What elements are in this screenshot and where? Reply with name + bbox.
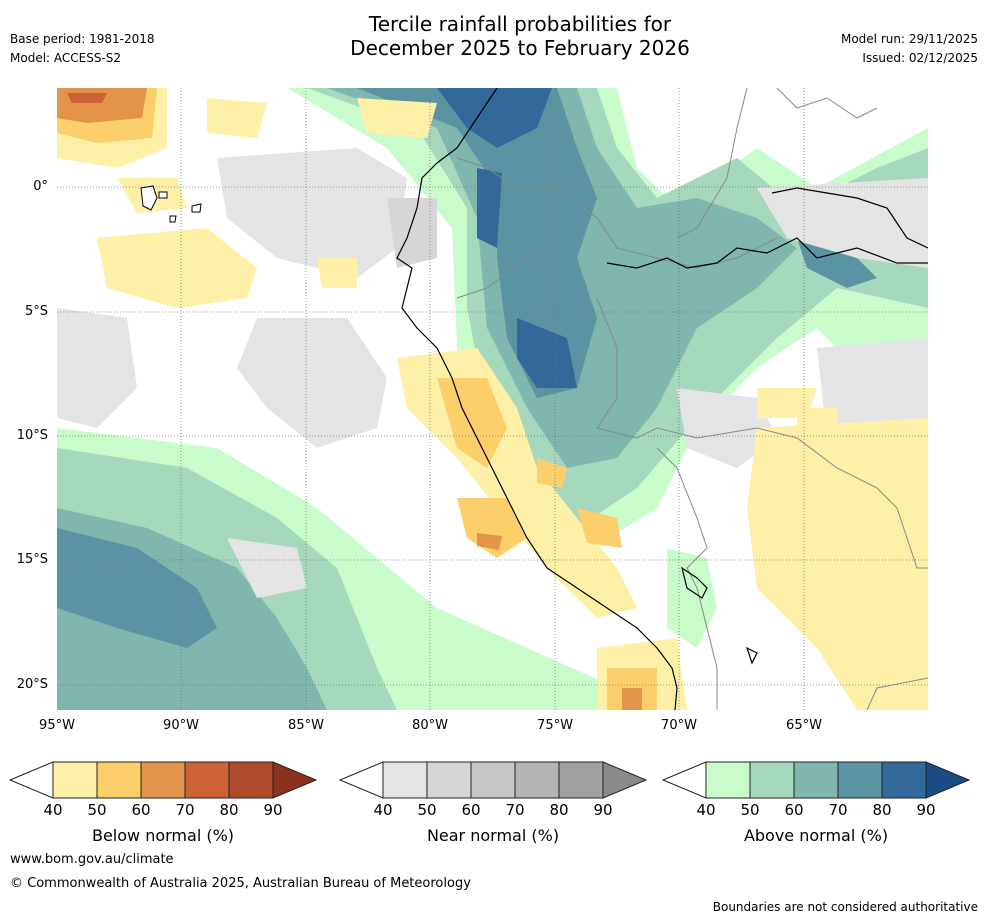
x-tick-85w: 85°W [288,718,324,733]
above-tick-90: 90 [916,801,936,819]
boundary-disclaimer: Boundaries are not considered authoritat… [712,900,978,914]
map-canvas [57,88,928,710]
near-swatch-1 [426,761,472,799]
near-tick-70: 70 [505,801,525,819]
model-name: Model: ACCESS-S2 [10,51,122,65]
y-tick-15s: 15°S [16,552,48,567]
near-min-arrow [338,761,384,799]
near-tick-50: 50 [417,801,437,819]
below-swatch-1 [96,761,142,799]
near-swatch-0 [382,761,428,799]
y-tick-20s: 20°S [16,677,48,692]
above-normal-colorbar [661,761,971,799]
above-tick-40: 40 [696,801,716,819]
below-min-arrow [8,761,54,799]
map-title: Tercile rainfall probabilities for Decem… [0,12,988,60]
below-swatch-4 [228,761,274,799]
below-tick-50: 50 [87,801,107,819]
below-tick-60: 60 [131,801,151,819]
legend-colorbars [8,761,971,799]
above-tick-70: 70 [828,801,848,819]
coastline [396,88,928,710]
below-tick-80: 80 [219,801,239,819]
below-swatch-3 [184,761,230,799]
above-tick-80: 80 [872,801,892,819]
above-swatch-4 [881,761,927,799]
below-tick-70: 70 [175,801,195,819]
above-swatch-0 [705,761,751,799]
near-max-arrow [602,761,648,799]
y-tick-5s: 5°S [24,304,48,319]
above-normal-label: Above normal (%) [743,826,889,845]
below-swatch-2 [140,761,186,799]
map-gridlines [57,88,928,710]
country-borders [456,88,928,710]
base-period: Base period: 1981-2018 [10,32,155,46]
x-tick-65w: 65°W [786,718,822,733]
x-tick-75w: 75°W [537,718,573,733]
model-run: Model run: 29/11/2025 [840,32,978,46]
below-max-arrow [272,761,318,799]
probability-map [57,88,928,710]
above-swatch-3 [837,761,883,799]
near-tick-90: 90 [593,801,613,819]
x-tick-95w: 95°W [39,718,75,733]
above-tick-60: 60 [784,801,804,819]
near-swatch-4 [558,761,604,799]
near-tick-40: 40 [373,801,393,819]
below-normal-colorbar [8,761,318,799]
x-tick-90w: 90°W [163,718,199,733]
below-tick-40: 40 [43,801,63,819]
title-line-1: Tercile rainfall probabilities for [368,12,672,36]
near-swatch-3 [514,761,560,799]
below-tick-90: 90 [263,801,283,819]
near-tick-60: 60 [461,801,481,819]
galapagos-islands [140,185,202,223]
near-normal-colorbar [338,761,648,799]
title-line-2: December 2025 to February 2026 [350,36,690,60]
copyright-notice: © Commonwealth of Australia 2025, Austra… [10,876,471,891]
above-tick-50: 50 [740,801,760,819]
below-normal-shading [57,88,928,710]
x-tick-70w: 70°W [661,718,697,733]
near-normal-label: Near normal (%) [426,826,560,845]
above-max-arrow [925,761,971,799]
above-swatch-2 [793,761,839,799]
below-normal-label: Below normal (%) [91,826,235,845]
above-min-arrow [661,761,707,799]
x-tick-80w: 80°W [412,718,448,733]
near-swatch-2 [470,761,516,799]
y-tick-0: 0° [33,179,48,194]
above-swatch-1 [749,761,795,799]
below-swatch-0 [52,761,98,799]
website-link[interactable]: www.bom.gov.au/climate [10,852,174,867]
issued-date: Issued: 02/12/2025 [862,51,978,65]
near-tick-80: 80 [549,801,569,819]
y-tick-10s: 10°S [16,428,48,443]
